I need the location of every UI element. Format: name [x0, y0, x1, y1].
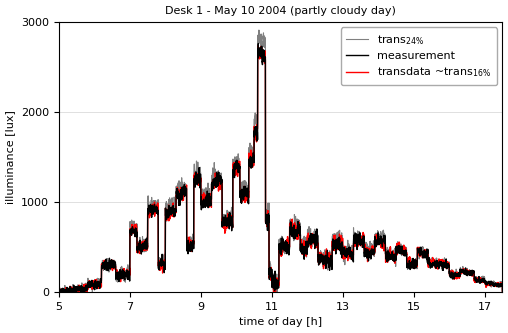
Y-axis label: illuminance [lux]: illuminance [lux]: [6, 110, 16, 204]
measurement: [255, 42, 261, 46]
measurement: [245, 198, 251, 202]
trans$_{24\%}$: [256, 28, 262, 32]
transdata ~trans$_{16\%}$: [499, 290, 505, 294]
trans$_{24\%}$: [133, 226, 139, 230]
transdata ~trans$_{16\%}$: [491, 283, 497, 287]
measurement: [56, 290, 62, 294]
measurement: [226, 226, 232, 230]
transdata ~trans$_{16\%}$: [245, 192, 251, 196]
transdata ~trans$_{16\%}$: [107, 262, 113, 266]
Line: measurement: measurement: [59, 44, 502, 292]
measurement: [499, 289, 505, 293]
measurement: [491, 284, 497, 288]
trans$_{24\%}$: [245, 188, 251, 192]
Title: Desk 1 - May 10 2004 (partly cloudy day): Desk 1 - May 10 2004 (partly cloudy day): [165, 6, 396, 16]
transdata ~trans$_{16\%}$: [133, 227, 139, 231]
X-axis label: time of day [h]: time of day [h]: [239, 317, 322, 327]
measurement: [133, 229, 139, 233]
transdata ~trans$_{16\%}$: [255, 44, 261, 48]
trans$_{24\%}$: [226, 219, 232, 223]
trans$_{24\%}$: [499, 290, 505, 294]
trans$_{24\%}$: [107, 260, 113, 264]
trans$_{24\%}$: [443, 261, 449, 265]
trans$_{24\%}$: [56, 289, 62, 293]
Legend: trans$_{24\%}$, measurement, transdata ~trans$_{16\%}$: trans$_{24\%}$, measurement, transdata ~…: [341, 27, 497, 85]
measurement: [56, 289, 62, 293]
measurement: [107, 265, 113, 269]
trans$_{24\%}$: [491, 283, 497, 287]
Line: trans$_{24\%}$: trans$_{24\%}$: [59, 30, 502, 292]
transdata ~trans$_{16\%}$: [56, 290, 62, 294]
transdata ~trans$_{16\%}$: [226, 218, 232, 222]
transdata ~trans$_{16\%}$: [443, 266, 449, 270]
measurement: [443, 263, 449, 267]
Line: transdata ~trans$_{16\%}$: transdata ~trans$_{16\%}$: [59, 46, 502, 292]
